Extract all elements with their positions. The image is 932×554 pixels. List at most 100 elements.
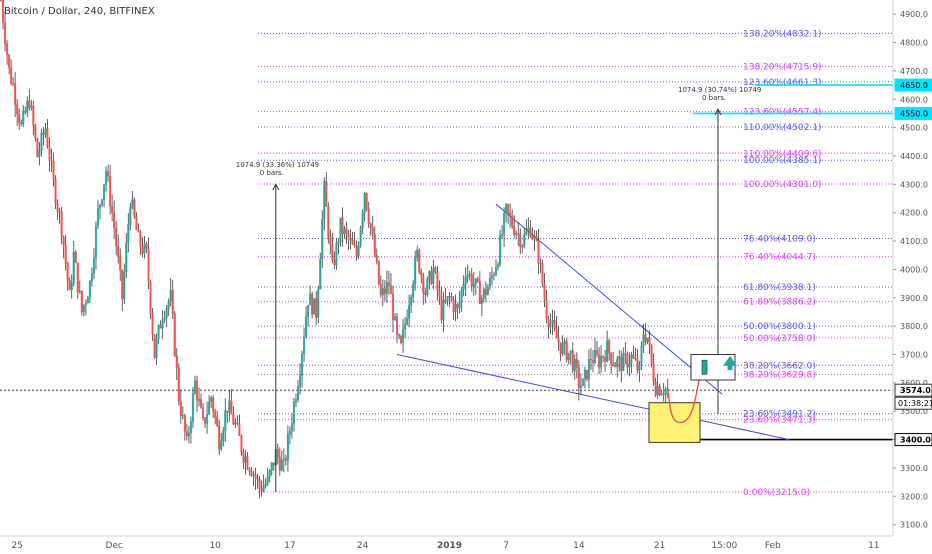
- measure-label: 1074.9 (33.36%) 10749: [236, 161, 319, 169]
- candle-body: [367, 209, 370, 224]
- candle-body: [68, 280, 71, 291]
- candle-body: [646, 337, 649, 343]
- candle-body: [343, 228, 346, 235]
- candle-body: [456, 304, 459, 309]
- price-axis-label: 3300.0: [900, 464, 928, 473]
- fib-pink-label: 50.00%(3758.0): [743, 334, 816, 344]
- candle-body: [313, 298, 316, 315]
- candle-body: [658, 385, 661, 396]
- price-axis[interactable]: 3100.0 3200.0 3300.0 3400.0 3500.0 3600.0 3700…: [893, 10, 928, 530]
- candle-body: [113, 212, 116, 228]
- candle-body: [339, 217, 342, 243]
- candle-body: [555, 328, 558, 339]
- fib-blue-label: 61.80%(3938.1): [743, 283, 816, 293]
- candle-body: [418, 249, 421, 273]
- candle-body: [254, 474, 257, 479]
- candle-body: [8, 54, 11, 68]
- candle-body: [464, 277, 467, 285]
- price-axis-label: 4800.0: [900, 39, 928, 48]
- measure-arrow-head: [272, 183, 280, 191]
- price-tag-label: 3400.0: [900, 436, 931, 445]
- candle-body: [622, 353, 625, 371]
- candle-body: [101, 199, 104, 206]
- candle-body: [135, 216, 138, 231]
- candle-body: [337, 242, 340, 244]
- candle-body: [222, 430, 225, 442]
- candle-body: [111, 205, 114, 213]
- candle-body: [159, 325, 162, 329]
- candle-body: [96, 208, 99, 226]
- candle-body: [301, 353, 304, 376]
- candle-body: [553, 320, 556, 329]
- candle-body: [585, 369, 588, 380]
- price-tag-label: 4650.0: [900, 81, 928, 90]
- price-axis-label: 4200.0: [900, 209, 928, 218]
- candle-body: [593, 350, 596, 363]
- candle-body: [490, 275, 493, 279]
- candle-body: [294, 399, 297, 403]
- fib-blue-label: 100.00%(4385.1): [743, 156, 822, 166]
- candle-body: [218, 425, 221, 450]
- price-tags: 4650.0 4550.0 3400.0 3574.0 01:38:21: [894, 78, 932, 447]
- candle-body: [60, 211, 63, 237]
- candle-body: [305, 316, 308, 338]
- candle-body: [284, 458, 287, 461]
- candle-body: [369, 223, 372, 229]
- candle-body: [638, 363, 641, 371]
- candle-body: [288, 431, 291, 435]
- candle-body: [256, 478, 259, 480]
- candle-body: [99, 204, 102, 209]
- candle-body: [167, 301, 170, 309]
- candle-body: [377, 261, 380, 285]
- candle-body: [212, 397, 215, 412]
- candle-body: [537, 240, 540, 264]
- candle-body: [610, 352, 613, 364]
- candle-body: [468, 273, 471, 276]
- candle-body: [327, 206, 330, 238]
- candle-body: [355, 245, 358, 256]
- time-axis-label: 14: [573, 541, 585, 550]
- price-tag-label: 4550.0: [900, 109, 928, 118]
- candle-body: [26, 100, 29, 113]
- candle-body: [40, 132, 43, 151]
- candle-body: [179, 401, 182, 417]
- candle-body: [581, 378, 584, 386]
- measure-label: 0 bars.: [260, 169, 284, 177]
- candle-body: [262, 485, 265, 492]
- candle-body: [387, 281, 390, 286]
- candle-body: [666, 388, 669, 390]
- candle-body: [511, 216, 514, 227]
- candle-body: [191, 393, 194, 422]
- time-axis-label: 25: [11, 541, 22, 550]
- candle-body: [412, 283, 415, 298]
- price-axis-label: 3500.0: [900, 407, 928, 416]
- candle-body: [187, 432, 190, 437]
- candle-body: [105, 171, 108, 185]
- candle-body: [155, 338, 158, 359]
- measure-label: 0 bars.: [702, 94, 726, 102]
- candle-body: [460, 289, 463, 302]
- candle-body: [448, 296, 451, 298]
- candle-body: [38, 150, 41, 158]
- candle-body: [127, 224, 130, 244]
- candle-body: [224, 410, 227, 431]
- price-axis-label: 4500.0: [900, 124, 928, 133]
- candle-body: [517, 233, 520, 235]
- horizontal-levels: [0, 84, 893, 441]
- candle-body: [319, 258, 322, 290]
- candle-body: [84, 302, 87, 306]
- candle-body: [391, 293, 394, 321]
- candle-body: [472, 284, 475, 287]
- time-axis[interactable]: 25 Dec 10 17 24 2019 7 14 21 15:00 Feb 11: [11, 541, 879, 551]
- candle-body: [129, 207, 132, 225]
- candle-body: [22, 110, 25, 125]
- candle-body: [36, 138, 39, 158]
- target-zone-box: [648, 402, 701, 443]
- candle-body: [331, 244, 334, 261]
- candle-body: [612, 363, 615, 365]
- candle-body: [30, 105, 33, 108]
- price-axis-label: 4900.0: [900, 10, 928, 19]
- candle-body: [484, 288, 487, 296]
